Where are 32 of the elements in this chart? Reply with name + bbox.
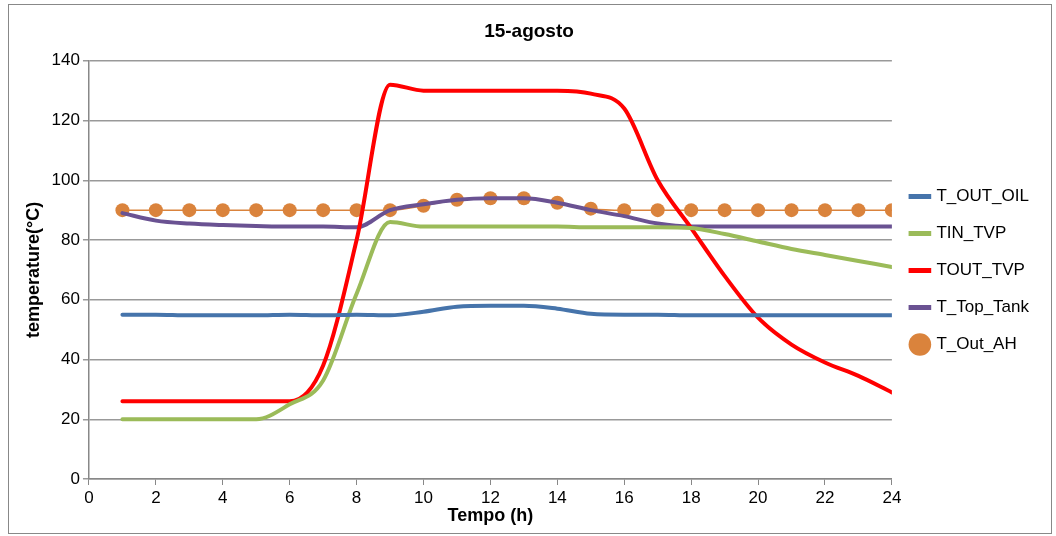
x-tick-label: 8 [351, 487, 362, 507]
y-tick-label: 140 [51, 50, 80, 70]
chart-title: 15-agosto [484, 19, 574, 41]
x-tick-label: 10 [414, 487, 433, 507]
y-tick-label: 100 [51, 169, 80, 189]
y-axis-title: temperature(°C) [22, 201, 43, 339]
x-tick-label: 22 [815, 487, 835, 507]
x-tick-label: 18 [681, 487, 701, 507]
x-axis-title: Tempo (h) [447, 505, 534, 526]
x-tick-label: 0 [84, 487, 94, 507]
y-tick-label: 20 [61, 408, 80, 428]
legend-label: TIN_TVP [936, 223, 1007, 243]
y-tick-label: 0 [70, 468, 80, 488]
y-tick-label: 80 [61, 229, 80, 249]
x-tick-label: 12 [480, 487, 500, 507]
legend-label: T_Top_Tank [936, 297, 1030, 317]
legend-label: T_Out_AH [936, 334, 1017, 354]
line-series [120, 220, 892, 422]
x-tick-label: 24 [882, 487, 902, 507]
x-tick-label: 2 [151, 487, 161, 507]
x-tick-label: 16 [614, 487, 634, 507]
line-series [120, 303, 892, 318]
y-tick-label: 120 [51, 110, 80, 130]
x-tick-label: 20 [748, 487, 768, 507]
legend-label: TOUT_TVP [936, 260, 1025, 280]
y-tick-label: 40 [61, 349, 80, 369]
y-tick-label: 60 [61, 289, 80, 309]
legend-label: T_OUT_OIL [936, 186, 1029, 206]
line-series [120, 82, 892, 404]
x-tick-label: 6 [284, 487, 295, 507]
x-tick-label: 14 [547, 487, 567, 507]
x-tick-label: 4 [218, 487, 228, 507]
